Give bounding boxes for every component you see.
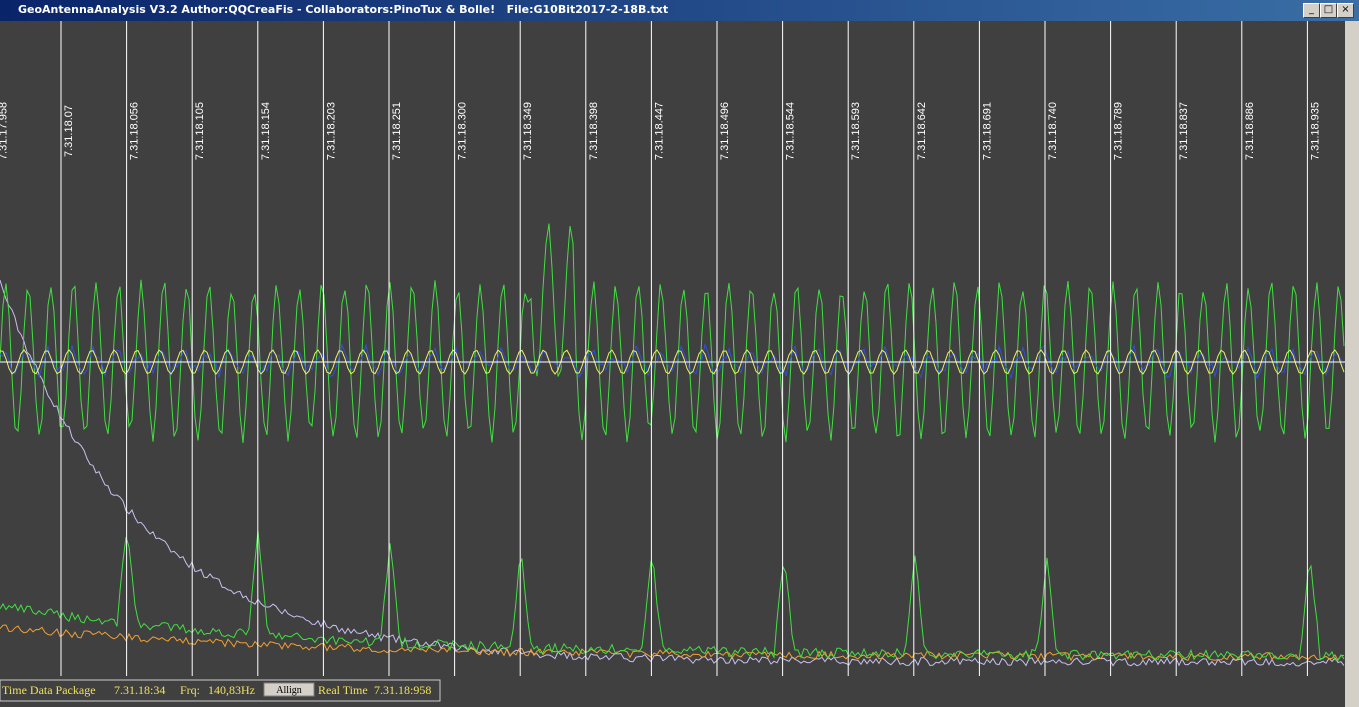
close-button[interactable]: × [1337,3,1354,18]
marker-label: 7.31.18.642 [916,102,928,160]
time-markers: 7.31.17.958 7.31.18.07 7.31.18.056 7.31.18.… [0,21,1321,676]
window-title: GeoAntennaAnalysis V3.2 Author:QQCreaFis… [18,3,669,16]
blue-trace [0,342,1345,380]
marker-label: 7.31.18.544 [785,102,797,160]
allign-button[interactable] [263,682,315,697]
marker-label: 7.31.18.203 [325,102,337,160]
package-time: 7.31.18:34 [114,683,165,697]
plot: 7.31.17.958 7.31.18.07 7.31.18.056 7.31.18.… [0,21,1359,707]
allign-button-label: Allign [276,685,302,696]
marker-label: 7.31.18.398 [588,102,600,160]
title-bar: GeoAntennaAnalysis V3.2 Author:QQCreaFis… [0,0,1359,21]
marker-label: 7.31.18.447 [653,102,665,160]
orange-trace [0,624,1345,662]
real-time: 7.31.18:958 [374,683,431,697]
green-trace [0,223,1345,443]
marker-label: 7.31.18.251 [391,102,403,160]
marker-label: 7.31.18.691 [981,102,993,160]
yellow-trace [0,349,1345,375]
marker-label: 7.31.18.837 [1178,102,1190,160]
marker-label: 7.31.18.105 [194,102,206,160]
marker-label: 7.31.18.935 [1309,102,1321,160]
real-time-label: Real Time [318,683,368,697]
marker-label: 7.31.17.958 [0,102,9,160]
marker-label: 7.31.18.789 [1113,102,1125,160]
minimize-button[interactable]: _ [1303,3,1320,18]
marker-label: 7.31.18.740 [1047,102,1059,160]
marker-label: 7.31.18.886 [1244,102,1256,160]
status-box [0,679,441,702]
marker-label: 7.31.18.056 [129,102,141,160]
plot-background [0,21,1345,707]
side-strip [1345,21,1359,707]
lavender-trace [0,280,1345,667]
frequency: 140,83Hz [208,683,255,697]
spectrum-trace [0,530,1345,661]
status-bar: Time Data Package 7.31.18:34 Frq: 140,83… [0,679,441,702]
marker-label: 7.31.18.349 [522,102,534,160]
marker-label: 7.31.18.154 [260,102,272,160]
marker-label: 7.31.18.593 [850,102,862,160]
marker-label: 7.31.18.07 [63,105,75,157]
marker-label: 7.31.18.300 [457,102,469,160]
traces [0,223,1345,667]
marker-label: 7.31.18.496 [719,102,731,160]
package-label: Time Data Package [2,683,96,697]
maximize-button[interactable]: □ [1320,3,1337,18]
frequency-label: Frq: [180,683,200,697]
